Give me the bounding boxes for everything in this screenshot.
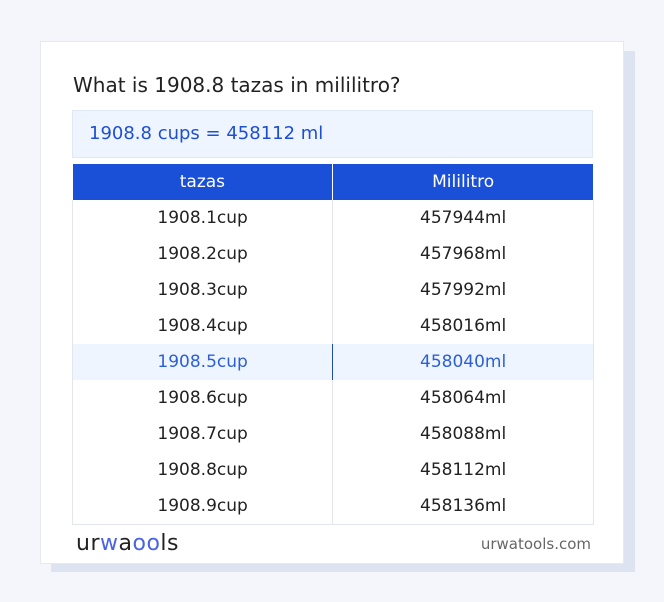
mililitro-cell: 457968ml	[332, 236, 594, 272]
tazas-cell: 1908.3cup	[71, 272, 334, 308]
mililitro-cell: 458088ml	[332, 416, 594, 452]
mililitro-cell: 458136ml	[332, 488, 594, 525]
table-row: 1908.3cup 457992ml	[71, 272, 594, 308]
table-row: 1908.7cup 458088ml	[71, 416, 594, 452]
conversion-table: tazas Mililitro 1908.1cup 457944ml 1908.2c…	[71, 164, 594, 525]
tazas-cell: 1908.1cup	[71, 200, 334, 236]
mililitro-cell: 458064ml	[332, 380, 594, 416]
tazas-cell: 1908.9cup	[71, 488, 334, 525]
site-link[interactable]: urwatools.com	[480, 535, 591, 553]
table-row: 1908.1cup 457944ml	[71, 200, 594, 236]
mililitro-cell: 458112ml	[332, 452, 594, 488]
table-row: 1908.2cup 457968ml	[71, 236, 594, 272]
urwatools-logo[interactable]: urwaools	[76, 531, 179, 556]
footer: urwaools urwatools.com	[72, 525, 592, 563]
table-row: 1908.8cup 458112ml	[71, 452, 594, 488]
tazas-cell: 1908.2cup	[71, 236, 334, 272]
tazas-cell: 1908.7cup	[71, 416, 334, 452]
mililitro-cell: 457944ml	[332, 200, 594, 236]
tazas-cell: 1908.6cup	[71, 380, 334, 416]
table-row: 1908.6cup 458064ml	[71, 380, 594, 416]
mililitro-cell: 457992ml	[332, 272, 594, 308]
table-row: 1908.9cup 458136ml	[71, 488, 594, 525]
table-row: 1908.5cup 458040ml	[71, 344, 594, 380]
header-mililitro: Mililitro	[332, 164, 594, 200]
table-row: 1908.4cup 458016ml	[71, 308, 594, 344]
converter-card: What is 1908.8 tazas in mililitro? 1908.…	[40, 41, 624, 564]
page-title: What is 1908.8 tazas in mililitro?	[73, 73, 401, 97]
mililitro-cell: 458040ml	[332, 344, 594, 380]
tazas-cell: 1908.8cup	[71, 452, 334, 488]
header-tazas: tazas	[72, 164, 334, 200]
tazas-cell: 1908.4cup	[71, 308, 334, 344]
mililitro-cell: 458016ml	[332, 308, 594, 344]
result-box: 1908.8 cups = 458112 ml	[72, 110, 593, 158]
tazas-cell: 1908.5cup	[71, 344, 334, 380]
